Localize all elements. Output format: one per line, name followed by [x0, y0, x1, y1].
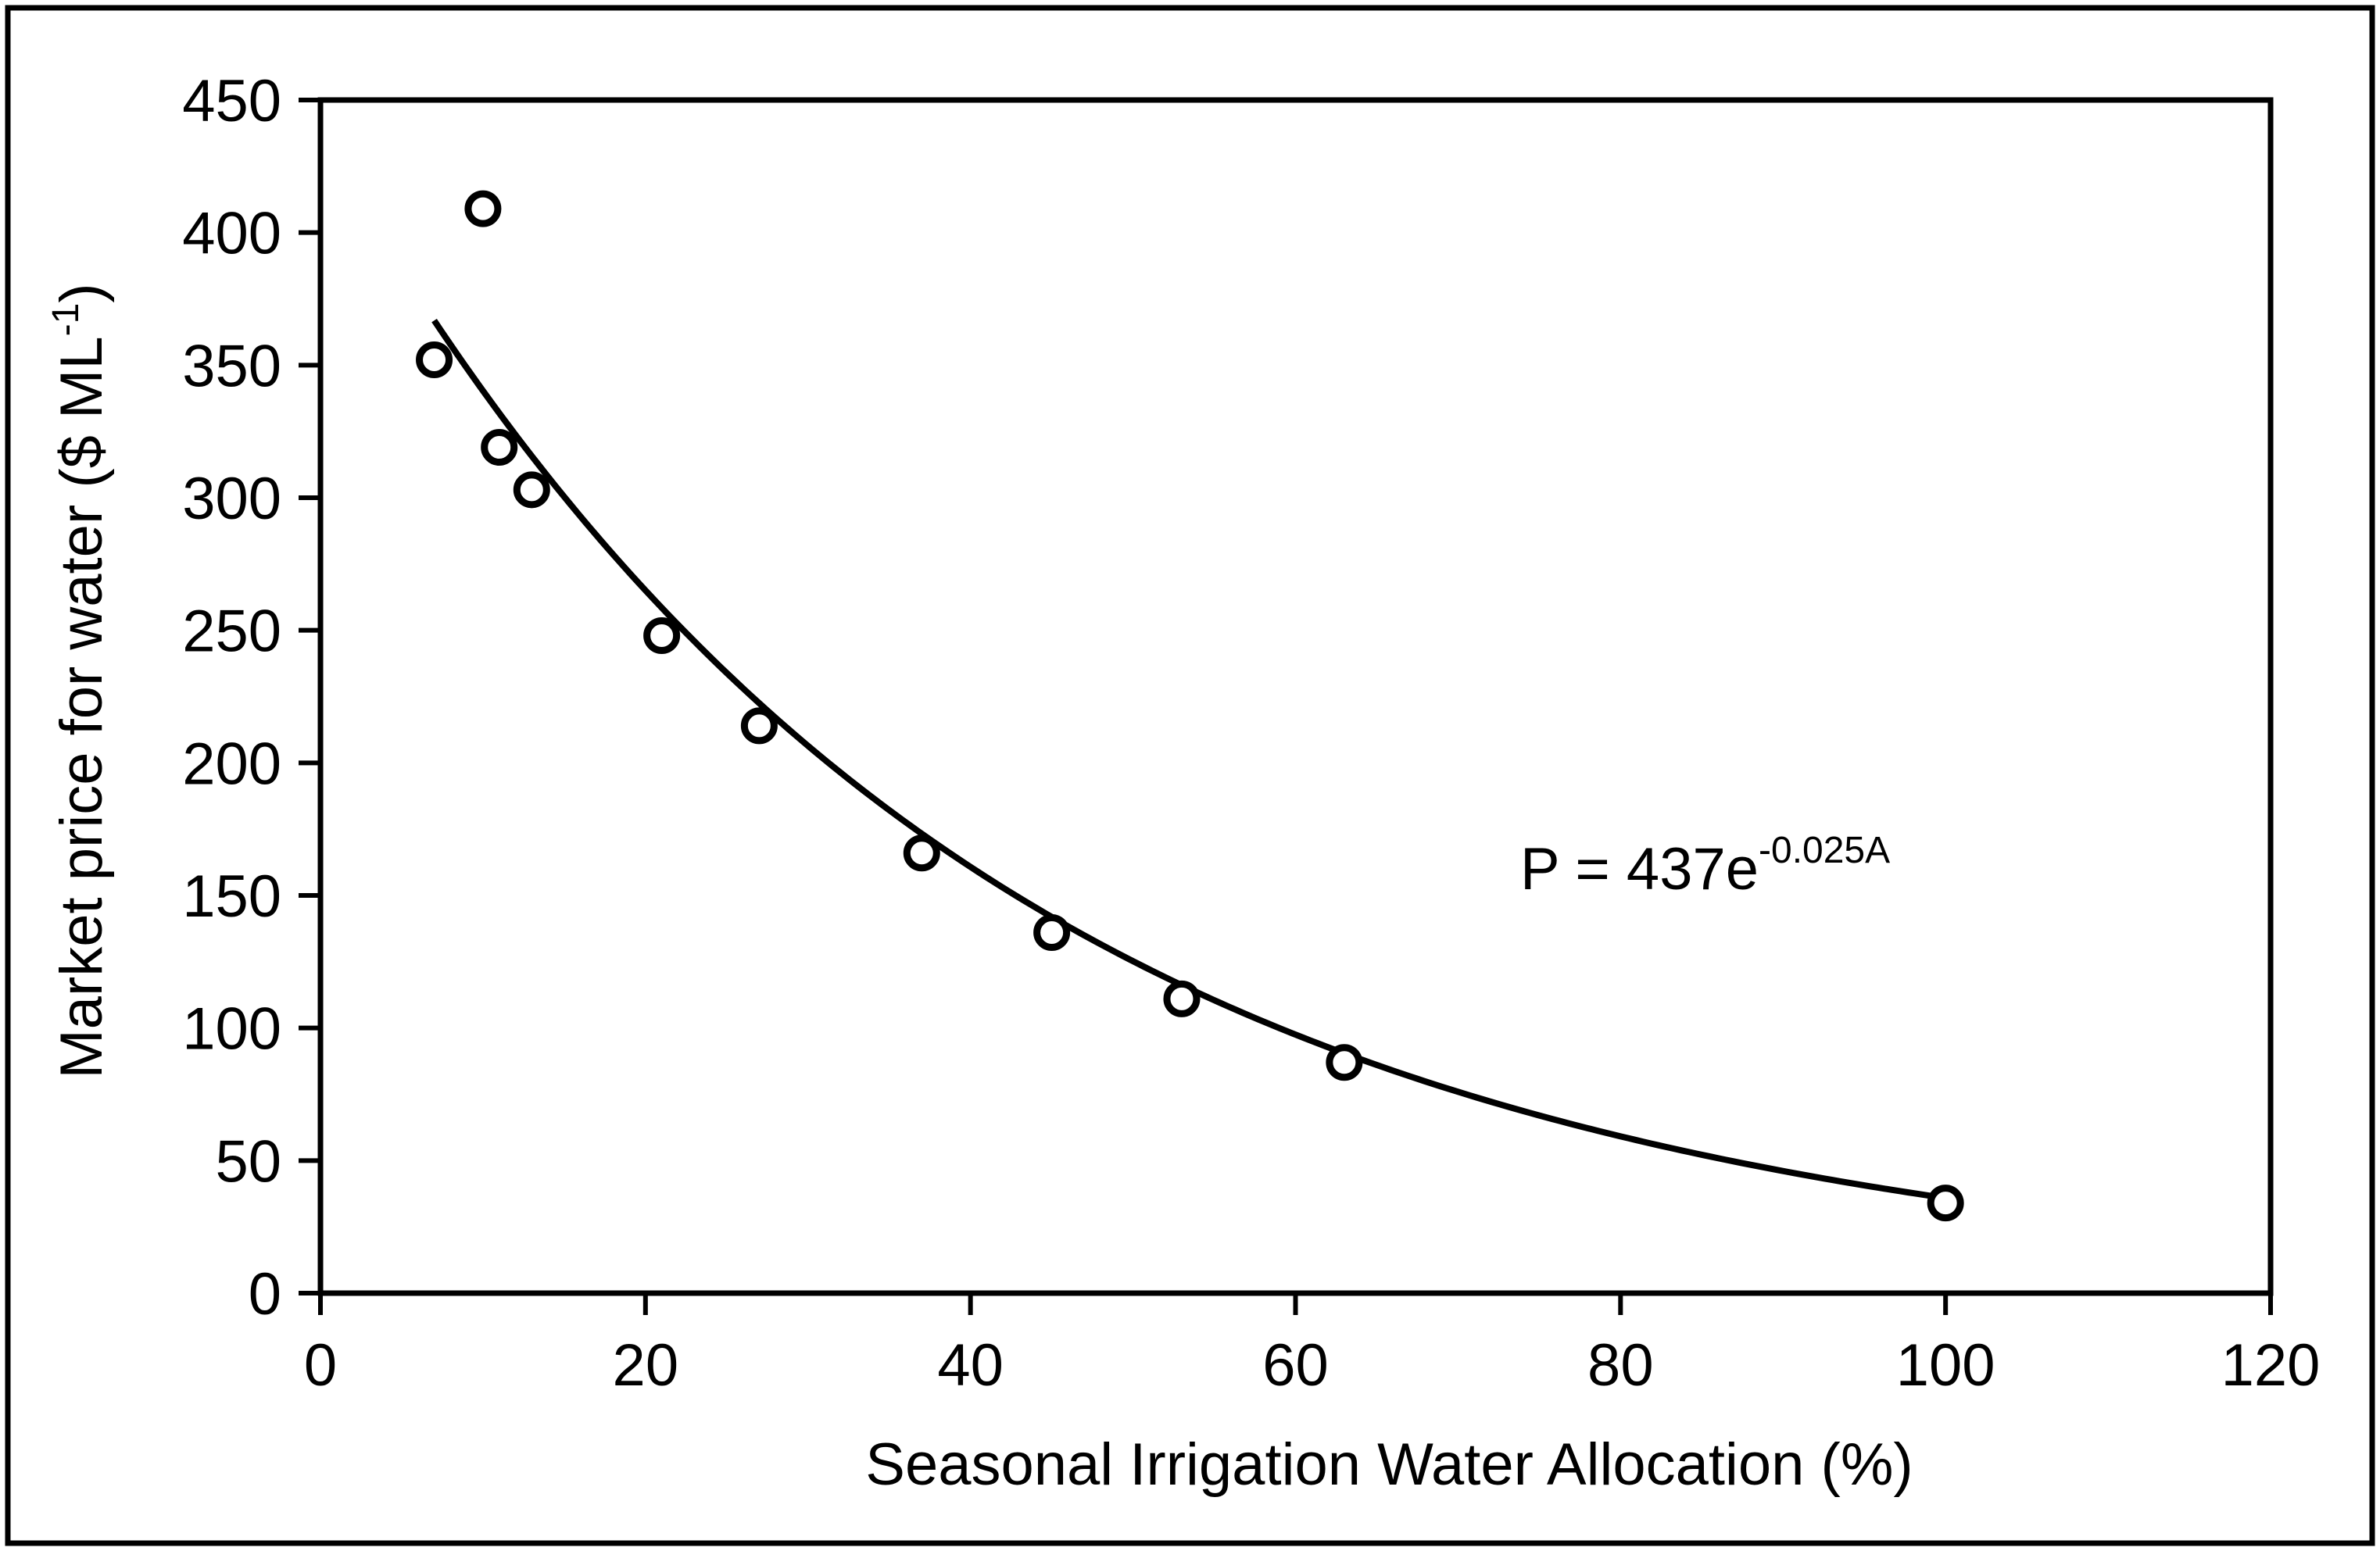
x-tick-label: 100 — [1896, 1332, 1995, 1399]
y-tick-label: 300 — [182, 466, 281, 532]
data-point — [643, 616, 681, 654]
y-tick-label: 0 — [249, 1261, 281, 1328]
equation-prefix: P = 437e — [1520, 836, 1759, 902]
x-tick-label: 60 — [1262, 1332, 1329, 1399]
y-axis-title-main: Market price for water ($ ML — [48, 336, 115, 1078]
y-tick-label: 450 — [182, 68, 281, 134]
x-tick-label: 0 — [304, 1332, 337, 1399]
y-tick-label: 400 — [182, 201, 281, 267]
y-axis: 0 50 100 150 200 250 300 350 400 450 — [182, 68, 320, 1328]
plot-area-border — [317, 97, 2274, 1296]
figure-frame — [5, 5, 2375, 1546]
x-axis: 0 20 40 60 80 100 120 — [304, 1293, 2321, 1399]
data-point — [1927, 1185, 1964, 1222]
data-point — [740, 707, 778, 745]
scatter-points — [416, 190, 1964, 1222]
x-tick-label: 80 — [1587, 1332, 1654, 1399]
y-tick-label: 150 — [182, 863, 281, 930]
equation-exponent: -0.025A — [1759, 830, 1890, 871]
data-point — [481, 429, 518, 466]
fit-curve-line — [431, 318, 1946, 1202]
x-tick-label: 40 — [937, 1332, 1004, 1399]
y-tick-label: 100 — [182, 996, 281, 1063]
x-tick-label: 20 — [613, 1332, 679, 1399]
y-axis-title-superscript: -1 — [45, 303, 87, 337]
y-tick-label: 250 — [182, 599, 281, 665]
y-tick-label: 50 — [215, 1128, 281, 1195]
x-tick-label: 120 — [2221, 1332, 2321, 1399]
y-axis-title: Market price for water ($ ML-1) — [45, 283, 115, 1078]
x-axis-title: Seasonal Irrigation Water Allocation (%) — [865, 1431, 1913, 1498]
data-point — [464, 190, 502, 227]
y-tick-label: 200 — [182, 731, 281, 797]
fit-equation-annotation: P = 437e-0.025A — [1520, 830, 1890, 902]
data-point — [1033, 914, 1071, 952]
data-point — [903, 834, 940, 872]
data-point — [513, 471, 550, 509]
data-point — [416, 341, 453, 379]
y-axis-title-close: ) — [48, 283, 115, 302]
data-point — [1326, 1044, 1363, 1081]
data-point — [1163, 980, 1201, 1017]
y-tick-label: 350 — [182, 333, 281, 399]
